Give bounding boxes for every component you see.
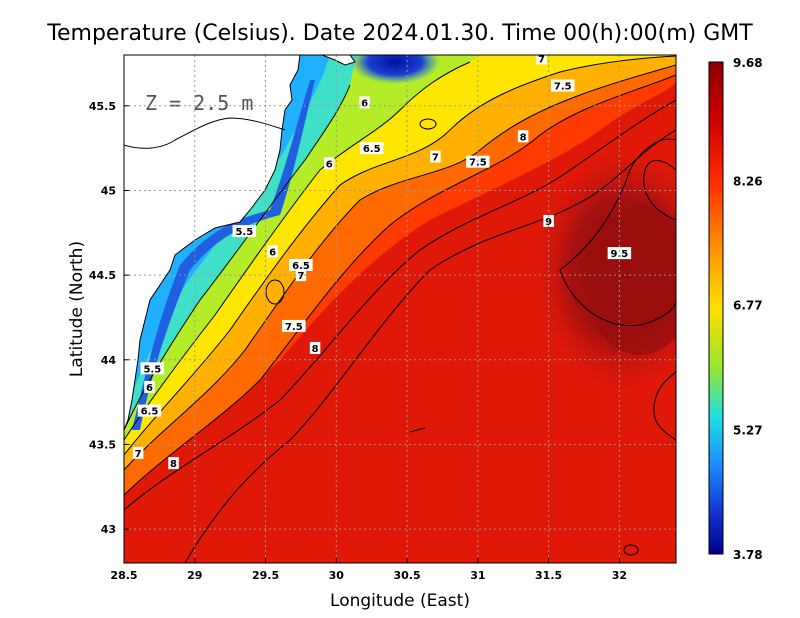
map-plot-area: Z = 2.5 m 77.566.57 7.58699.55.566.577.58… <box>124 54 676 563</box>
contour-label-bg <box>168 457 179 470</box>
x-tick-label: 29 <box>187 569 202 582</box>
x-tick-label: 32 <box>612 569 627 582</box>
contour-label: 5.5 <box>143 364 161 375</box>
y-tick-label: 45 <box>101 184 116 197</box>
contour-label: 6 <box>269 247 276 258</box>
grid-lines <box>124 55 676 563</box>
contour-label: 6 <box>146 383 153 394</box>
contour-label: 5.5 <box>235 227 253 238</box>
contour-label-bg <box>137 404 162 417</box>
contour-label-bg <box>536 55 547 65</box>
contour-label: 8 <box>170 459 177 470</box>
contour-label: 6 <box>361 98 368 109</box>
contour-8 <box>124 74 676 496</box>
y-axis-title: Latitude (North) <box>67 241 87 377</box>
x-tick-label: 30.5 <box>394 569 421 582</box>
y-tick-label: 44.5 <box>89 269 116 282</box>
contour-label-bg <box>144 380 155 393</box>
colorbar-label: 6.77 <box>733 299 763 313</box>
contour-loop-2 <box>419 118 437 130</box>
contour-label-bg <box>517 130 529 143</box>
y-tick-label: 44 <box>101 354 117 367</box>
island-outline <box>321 55 356 66</box>
colorbar-label: 9.68 <box>733 56 763 70</box>
contour-label-bg <box>359 142 384 155</box>
contour-7 <box>124 55 676 456</box>
contour-small-east <box>409 427 426 433</box>
contour-label: 9.5 <box>611 249 629 260</box>
contour-label-bg <box>140 362 165 375</box>
x-tick-label: 30 <box>329 569 345 582</box>
colorbar-label: 8.26 <box>733 174 763 188</box>
contour-7-5 <box>124 64 676 471</box>
contour-label: 6.5 <box>292 261 310 272</box>
contour-label-bg <box>267 245 278 258</box>
cold-patch-north <box>350 55 440 84</box>
contour-8-5 <box>124 99 676 511</box>
contour-9-5 <box>559 138 676 327</box>
contour-9-south <box>653 369 676 441</box>
contour-label: 7 <box>297 271 304 282</box>
contour-label: 7 <box>538 54 545 65</box>
contour-label-bg <box>282 319 306 332</box>
colorbar <box>708 61 724 555</box>
contour-loop-3 <box>623 544 639 556</box>
x-tick-label: 28.5 <box>110 569 137 582</box>
contour-label: 8 <box>312 344 319 355</box>
contour-label: 7.5 <box>469 158 487 169</box>
contour-label: 8 <box>520 132 527 143</box>
chart-title: Temperature (Celsius). Date 2024.01.30. … <box>46 21 753 46</box>
lagoon-outline <box>124 117 286 149</box>
contour-label: 7.5 <box>285 322 303 333</box>
contour-label: 6.5 <box>141 407 159 418</box>
plot-frame <box>123 54 677 564</box>
contour-label: 7 <box>135 449 142 460</box>
contour-9-inner <box>643 160 676 221</box>
x-tick-label: 31.5 <box>535 569 562 582</box>
contour-label: 6.5 <box>363 144 381 155</box>
y-axis-ticks: 45.5 45 44.5 44 43.5 43 <box>89 100 129 536</box>
contour-label-bg <box>323 157 335 170</box>
x-axis-ticks: 28.5 29 29.5 30 30.5 31 31.5 32 <box>110 558 627 582</box>
contour-label-bg <box>289 258 313 271</box>
x-tick-label: 29.5 <box>252 569 279 582</box>
depth-label: Z = 2.5 m <box>145 91 253 115</box>
contour-6-5 <box>124 61 471 441</box>
contour-label-bg <box>132 446 144 459</box>
x-tick-label: 31 <box>470 569 485 582</box>
x-axis-title: Longitude (East) <box>330 591 470 611</box>
contour-label: 6 <box>326 159 333 170</box>
y-tick-label: 43.5 <box>89 438 116 451</box>
contour-label-bg <box>607 247 632 260</box>
colorbar-label: 3.78 <box>733 548 763 562</box>
land-mass <box>124 55 301 431</box>
hot-core-east-inner <box>585 205 676 355</box>
contour-label-bg <box>232 225 257 238</box>
contour-label: 7 <box>432 153 439 164</box>
contour-label: 7.5 <box>554 81 572 92</box>
contour-label-bg <box>551 79 575 92</box>
y-tick-label: 45.5 <box>89 100 116 113</box>
contour-label: 9 <box>545 217 552 228</box>
contour-label-bg <box>309 341 321 354</box>
contour-label-bg <box>359 96 370 109</box>
colorbar-labels: 9.68 8.26 6.77 5.27 3.78 <box>733 56 763 562</box>
contour-label-bg <box>430 150 441 163</box>
y-tick-label: 43 <box>101 523 116 536</box>
colorbar-label: 5.27 <box>733 424 763 438</box>
